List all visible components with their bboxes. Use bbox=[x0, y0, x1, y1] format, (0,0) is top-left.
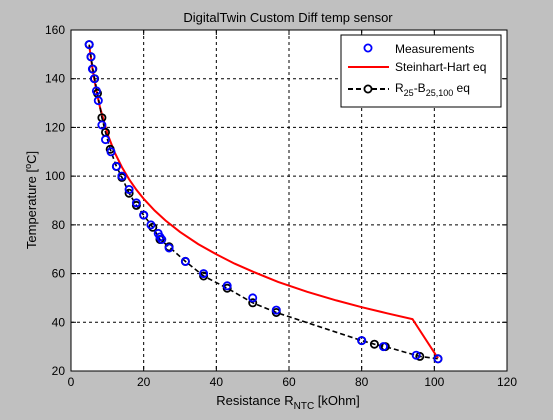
measurements-point bbox=[139, 210, 149, 220]
x-tick-label: 60 bbox=[282, 375, 296, 389]
measurements-point bbox=[93, 96, 103, 106]
legend-label-r25-b25100: R25-B25,100 eq bbox=[395, 81, 470, 98]
r25-b25-100-eq-point bbox=[124, 188, 134, 198]
measurements-point bbox=[87, 64, 97, 74]
r25-b25-100-eq-point bbox=[369, 339, 379, 349]
measurements-point bbox=[271, 305, 281, 315]
measurements-point bbox=[101, 135, 111, 145]
r25-b25-100-eq-line bbox=[88, 44, 439, 360]
measurements-point bbox=[357, 336, 367, 346]
measurements-point bbox=[222, 281, 232, 291]
measurements-point bbox=[89, 74, 99, 84]
measurements-point bbox=[97, 120, 107, 130]
legend-label-steinhart-hart: Steinhart-Hart eq bbox=[395, 60, 486, 74]
x-tick-label: 20 bbox=[137, 375, 151, 389]
y-tick-label: 60 bbox=[52, 267, 66, 281]
measurements-point bbox=[411, 350, 421, 360]
x-tick-label: 80 bbox=[355, 375, 369, 389]
measurements-point bbox=[433, 354, 443, 364]
measurements-point bbox=[164, 243, 174, 253]
measurements-point bbox=[131, 198, 141, 208]
measurements-point bbox=[378, 342, 388, 352]
y-axis-label: Temperature [oC] bbox=[23, 151, 39, 249]
measurements-point bbox=[84, 40, 94, 50]
r25-b25-100-eq-point bbox=[248, 298, 258, 308]
measurements-point bbox=[248, 293, 258, 303]
y-tick-label: 40 bbox=[52, 315, 66, 329]
measurements-point bbox=[111, 161, 121, 171]
measurements-point bbox=[117, 171, 127, 181]
legend-marker-measurements bbox=[363, 43, 373, 53]
measurements-point bbox=[180, 256, 190, 266]
grid-lines bbox=[71, 30, 507, 371]
y-tick-label: 100 bbox=[45, 169, 65, 183]
x-tick-label: 40 bbox=[210, 375, 224, 389]
measurements-point bbox=[157, 234, 167, 244]
measurements-point bbox=[146, 220, 156, 230]
y-tick-label: 20 bbox=[52, 364, 66, 378]
chart-title: DigitalTwin Custom Diff temp sensor bbox=[183, 10, 393, 25]
measurements-point bbox=[124, 184, 134, 194]
x-tick-label: 100 bbox=[424, 375, 444, 389]
x-axis-label: Resistance RNTC [kOhm] bbox=[216, 393, 359, 412]
y-tick-label: 80 bbox=[52, 218, 66, 232]
measurements-point bbox=[106, 147, 116, 157]
legend-label-measurements: Measurements bbox=[395, 42, 474, 56]
y-tick-label: 120 bbox=[45, 120, 65, 134]
plot-series bbox=[84, 40, 443, 364]
legend: Measurements Steinhart-Hart eq R25-B25,1… bbox=[340, 34, 502, 108]
y-tick-label: 140 bbox=[45, 72, 65, 86]
measurements-point bbox=[86, 52, 96, 62]
x-tick-label: 120 bbox=[497, 375, 517, 389]
x-tick-label: 0 bbox=[68, 375, 75, 389]
measurements-point bbox=[91, 86, 101, 96]
measurements-point bbox=[199, 269, 209, 279]
legend-box bbox=[340, 34, 502, 108]
y-tick-label: 160 bbox=[45, 23, 65, 37]
legend-marker-r25-b25100 bbox=[363, 84, 373, 94]
